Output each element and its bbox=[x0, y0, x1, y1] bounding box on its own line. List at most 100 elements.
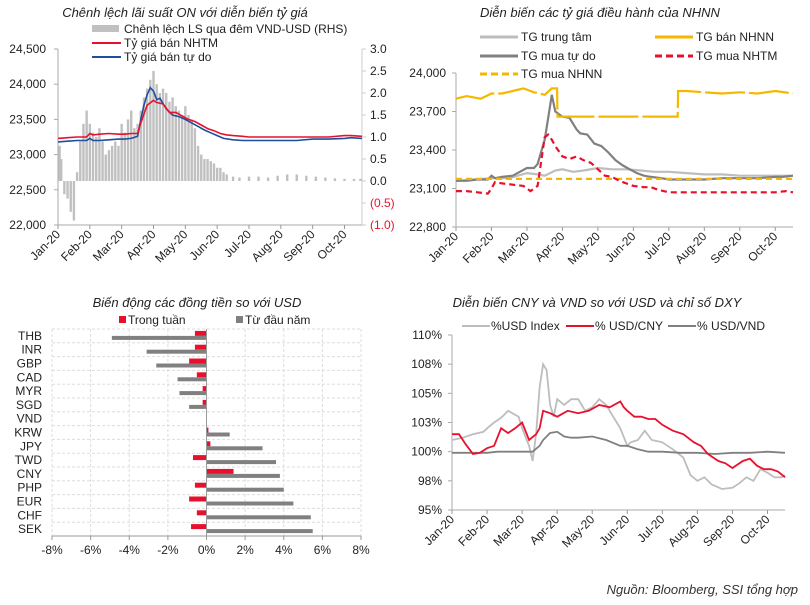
source-note: Nguồn: Bloomberg, SSI tổng hợp bbox=[606, 582, 798, 597]
chart1-y-tick-label: 23,000 bbox=[9, 148, 46, 162]
chart3-bar-week bbox=[206, 441, 211, 447]
chart1-x-tick-label: Aug-20 bbox=[249, 227, 286, 264]
chart3-bar-week bbox=[196, 372, 207, 378]
chart1-spread-bar bbox=[215, 167, 219, 181]
chart1-legend: Chênh lệch LS qua đêm VND-USD (RHS) Tỷ g… bbox=[92, 22, 347, 64]
chart1-spread-bar bbox=[110, 145, 114, 181]
chart4-line-usd-vnd bbox=[452, 430, 786, 455]
chart2-x-tick-label: Mar-20 bbox=[495, 229, 532, 266]
chart1-spread-bar bbox=[145, 88, 149, 181]
chart1-spread-bar bbox=[238, 177, 241, 181]
chart3-x-tick-label: 0% bbox=[198, 543, 216, 557]
chart1-spread-bar bbox=[212, 163, 216, 181]
chart3-x-tick-label: -8% bbox=[41, 543, 63, 557]
chart1-spread-bar bbox=[184, 106, 187, 181]
chart2-x-tick-label: Oct-20 bbox=[745, 229, 781, 265]
chart1-x-tick-label: Jun-20 bbox=[186, 227, 222, 263]
chart3-bar-week bbox=[196, 510, 207, 516]
chart2-y-tick-label: 24,000 bbox=[409, 66, 446, 80]
chart4-legend-label-1: % USD/CNY bbox=[595, 319, 663, 333]
chart1-spread-bar bbox=[257, 176, 260, 181]
chart4-x-tick-label: Jan-20 bbox=[421, 512, 457, 548]
chart4-legend-label-0: %USD Index bbox=[491, 319, 560, 333]
chart1-spread-bar bbox=[79, 141, 82, 181]
chart3-category-label: CHF bbox=[17, 508, 42, 522]
chart1-spread-bar bbox=[133, 128, 136, 181]
chart2-legend-label-1: TG bán NHNN bbox=[696, 30, 774, 44]
chart3-bar-week bbox=[192, 455, 207, 461]
chart2-line-tg-mua-tu-do bbox=[456, 94, 794, 182]
chart3-category-label: CNY bbox=[17, 467, 42, 481]
chart2-legend-label-4: TG mua NHNN bbox=[521, 67, 602, 81]
chart1-spread-bar bbox=[107, 150, 111, 181]
chart4-x-tick-label: Sep-20 bbox=[700, 512, 737, 549]
chart1-spread-bar bbox=[59, 159, 63, 181]
chart2-x-tick-label: Aug-20 bbox=[672, 229, 709, 266]
chart4-x-tick-label: Feb-20 bbox=[455, 512, 492, 549]
chart1-spread-bar bbox=[120, 123, 123, 181]
chart4-x-tick-label: Aug-20 bbox=[665, 512, 702, 549]
chart1-x-tick-label: Oct-20 bbox=[314, 227, 350, 263]
chart1-y-tick-label: 22,000 bbox=[9, 218, 46, 232]
chart1-spread-bar bbox=[333, 178, 337, 181]
chart1-spread-bar bbox=[180, 115, 184, 181]
chart3-category-label: PHP bbox=[17, 481, 42, 495]
chart3-bar-ytd bbox=[206, 460, 277, 465]
chart3-category-label: VND bbox=[17, 412, 43, 426]
chart3-category-label: JPY bbox=[20, 439, 42, 453]
chart1-spread-bar bbox=[152, 71, 155, 181]
chart3-bar-ytd bbox=[177, 377, 207, 382]
chart3-legend-label-0: Trong tuần bbox=[128, 313, 186, 327]
chart2-x-tick-label: Sep-20 bbox=[708, 229, 745, 266]
chart1-spread-bar bbox=[193, 128, 197, 181]
chart3-bar-ytd bbox=[156, 363, 207, 368]
chart1-spread-bar bbox=[219, 167, 222, 181]
chart2-x-tick-label: Jul-20 bbox=[641, 229, 674, 262]
chart1-spread-bar bbox=[161, 88, 165, 181]
chart1-spread-bar bbox=[187, 115, 190, 181]
chart3-bar-ytd bbox=[206, 515, 311, 520]
chart1-spread-bar bbox=[155, 84, 158, 181]
chart3-bar-ytd bbox=[206, 446, 263, 451]
chart4-x-tick-label: Oct-20 bbox=[737, 512, 773, 548]
chart1-spread-bar bbox=[82, 123, 85, 181]
chart-currencies-vs-usd: Biến động các đồng tiền so với USD Trong… bbox=[14, 295, 370, 557]
chart1-spread-bar bbox=[98, 128, 101, 181]
chart4-x-tick-label: Jul-20 bbox=[634, 512, 667, 545]
chart4-x-tick-label: Apr-20 bbox=[527, 512, 563, 548]
chart1-title: Chênh lệch lãi suất ON với diễn biến tỷ … bbox=[62, 5, 308, 20]
chart2-line-tg-mua-nhtm bbox=[456, 133, 794, 195]
chart1-spread-bar bbox=[222, 172, 225, 181]
chart4-line-usd-cny bbox=[452, 400, 786, 478]
chart3-title: Biến động các đồng tiền so với USD bbox=[93, 295, 302, 310]
chart1-spread-bar bbox=[149, 79, 152, 181]
chart3-legend-swatch-0 bbox=[119, 316, 126, 323]
chart3-category-label: KRW bbox=[14, 426, 42, 440]
chart1-spread-bar bbox=[130, 110, 133, 181]
chart1-y-tick-label: 22,500 bbox=[9, 183, 46, 197]
chart-sbv-rates: Diễn biến các tỷ giá điều hành của NHNN … bbox=[409, 5, 794, 267]
chart3-bar-ytd bbox=[206, 501, 294, 506]
chart3-category-label: MYR bbox=[15, 384, 42, 398]
chart1-spread-bar bbox=[136, 123, 139, 181]
chart3-bar-ytd bbox=[179, 391, 207, 396]
chart4-y-tick-label: 100% bbox=[411, 445, 442, 459]
chart4-y-tick-label: 110% bbox=[412, 328, 442, 342]
chart2-legend-label-3: TG mua NHTM bbox=[696, 49, 777, 63]
chart2-x-tick-label: Jun-20 bbox=[603, 229, 639, 265]
chart2-y-tick-label: 23,100 bbox=[409, 182, 446, 196]
chart3-bar-week bbox=[194, 482, 207, 488]
chart3-category-label: SGD bbox=[16, 398, 42, 412]
chart4-y-tick-label: 105% bbox=[411, 386, 442, 400]
chart3-bar-week bbox=[189, 358, 207, 364]
chart1-spread-bar bbox=[165, 93, 168, 181]
chart3-bar-ytd bbox=[206, 432, 230, 437]
chart3-category-label: EUR bbox=[17, 495, 43, 509]
chart3-category-label: GBP bbox=[17, 357, 42, 371]
chart3-bar-ytd bbox=[206, 473, 280, 478]
chart1-spread-bar bbox=[91, 132, 95, 181]
chart1-y2-tick-label: 3.0 bbox=[370, 42, 387, 56]
chart1-spread-bar bbox=[139, 110, 142, 181]
chart1-spread-bar bbox=[168, 101, 171, 181]
chart4-y-tick-label: 108% bbox=[411, 357, 442, 371]
